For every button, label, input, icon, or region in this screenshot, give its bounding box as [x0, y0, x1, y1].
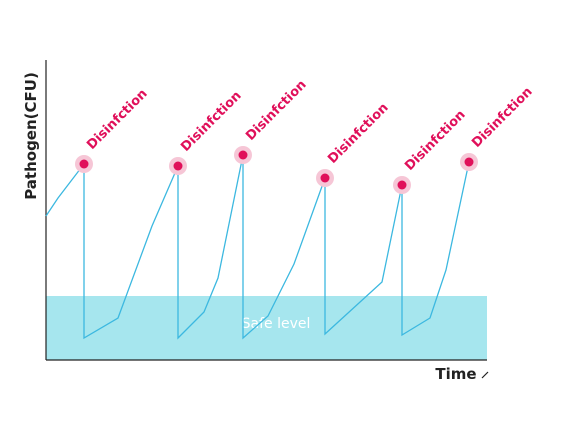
pathogen-line — [45, 154, 470, 340]
event-label: Disinfction — [84, 86, 150, 152]
event-dot — [464, 157, 474, 167]
event-dot — [320, 173, 330, 183]
event-label: Disinfction — [402, 107, 468, 173]
x-axis-arrow — [481, 371, 489, 379]
event-dot — [79, 159, 89, 169]
event-dot — [238, 150, 248, 160]
event-label: Disinfction — [469, 84, 535, 150]
x-axis-label: Time — [435, 365, 476, 383]
band-label: Safe level — [242, 316, 311, 332]
event-dot — [397, 180, 407, 190]
y-axis-label: Pathogen(CFU) — [22, 72, 40, 200]
event-label: Disinfction — [325, 100, 391, 166]
event-label: Disinfction — [178, 88, 244, 154]
event-label: Disinfction — [243, 77, 309, 143]
event-dot — [173, 161, 183, 171]
